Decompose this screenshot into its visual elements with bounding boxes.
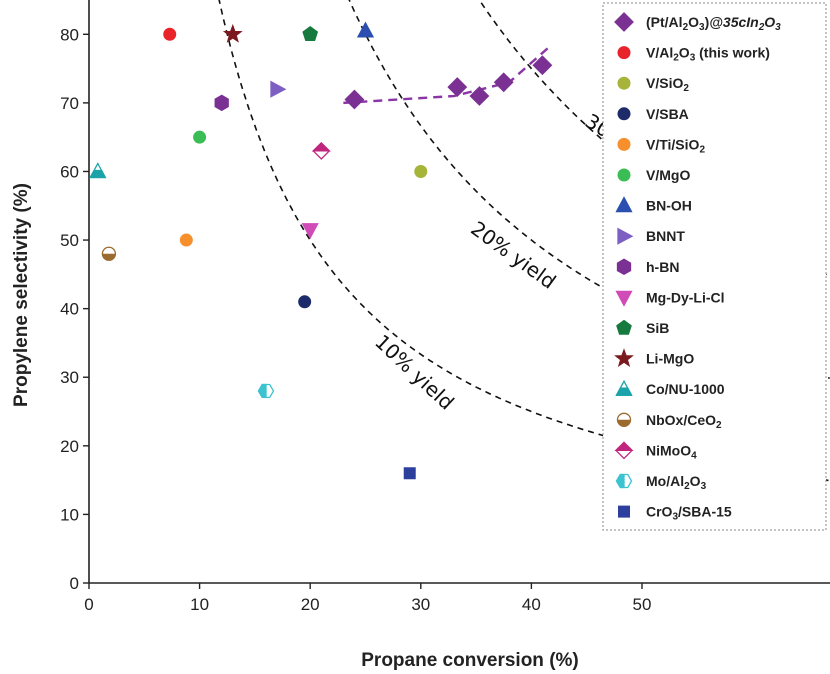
point-h-bn-0 [214,94,229,112]
legend-marker-mo-al2o3 [615,473,633,489]
legend-label-pt-al2o3-35cin2o3: (Pt/Al2O3)@35cIn2O3 [646,14,781,33]
legend-label-bnnt: BNNT [646,228,685,244]
legend-label-nbox-ceo2: NbOx/CeO2 [646,412,722,431]
y-tick-label: 60 [60,162,79,181]
yield-curve-10 [218,0,829,482]
y-tick-label: 20 [60,437,79,456]
legend-marker-cro3-sba-15 [618,505,630,518]
point-pt-al2o3-35cin2o3-1 [447,77,468,98]
legend-marker-h-bn [616,258,632,276]
legend-label-v-sio2: V/SiO2 [646,75,689,94]
axes: 0 10 20 30 40 50 0 10 20 30 40 50 60 70 80 [60,0,830,614]
yield-label-20: 20% yield [466,216,560,293]
legend-marker-nbox-ceo2 [616,412,632,427]
point-sib-0 [302,25,319,42]
point-pt-al2o3-35cin2o3-0 [344,89,365,110]
point-v-sba-0 [298,295,312,309]
legend-marker-v-sio2 [617,76,631,90]
x-tick-label: 20 [301,595,320,614]
point-co-nu-1000-0 [89,162,107,179]
y-tick-label: 70 [60,94,79,113]
legend-box [602,2,827,531]
point-mg-dy-li-cl-0 [301,223,319,240]
legend-label-h-bn: h-BN [646,259,679,275]
legend-marker-pt-al2o3-35cin2o3 [614,12,634,32]
data-points [89,21,553,480]
legend-label-mo-al2o3: Mo/Al2O3 [646,473,707,492]
y-tick-label: 50 [60,231,79,250]
legend-label-li-mgo: Li-MgO [646,351,694,367]
trend-line [343,47,549,105]
legend-label-v-sba: V/SBA [646,106,689,122]
x-tick-label: 10 [190,595,209,614]
point-pt-al2o3-35cin2o3-2 [469,86,490,106]
legend-marker-sib [616,319,632,335]
legend-marker-li-mgo [614,348,634,368]
y-tick-label: 10 [60,505,79,524]
x-tick-label: 0 [84,595,93,614]
point-nbox-ceo2-0 [101,246,117,261]
point-bn-oh-0 [356,21,375,38]
point-mo-al2o3-0 [257,383,275,399]
legend-marker-co-nu-1000 [615,379,633,396]
legend-marker-v-sba [617,107,631,121]
point-v-mgo-0 [193,130,207,144]
y-tick-label: 0 [70,574,79,593]
point-v-sio2-0 [414,164,428,178]
legend-marker-v-al2o3-this-work [617,46,631,60]
y-tick-label: 80 [60,25,79,44]
legend-marker-bnnt [617,227,634,245]
legend-label-v-ti-sio2: V/Ti/SiO2 [646,136,705,155]
legend-label-v-al2o3-this-work: V/Al2O3 (this work) [646,45,770,64]
legend-marker-v-ti-sio2 [617,137,631,151]
point-li-mgo-0 [222,23,243,43]
point-pt-al2o3-35cin2o3-3 [493,72,514,93]
legend-label-co-nu-1000: Co/NU-1000 [646,381,725,397]
trend-line-path [343,47,549,105]
point-v-ti-sio2-0 [179,233,193,247]
legend-label-nimoo4: NiMoO4 [646,442,697,461]
legend-marker-nimoo4 [614,441,634,460]
point-bnnt-0 [270,80,287,98]
point-nimoo4-0 [311,141,331,160]
x-axis-label: Propane conversion (%) [361,650,579,671]
legend-label-mg-dy-li-cl: Mg-Dy-Li-Cl [646,289,725,305]
legend: (Pt/Al2O3)@35cIn2O3 V/Al2O3 (this work) V/… [602,2,827,531]
y-tick-label: 30 [60,368,79,387]
legend-label-cro3-sba-15: CrO3/SBA-15 [646,504,732,523]
x-tick-label: 50 [633,595,652,614]
legend-label-bn-oh: BN-OH [646,198,692,214]
point-cro3-sba-15-0 [403,467,416,480]
x-tick-label: 40 [522,595,541,614]
legend-marker-bn-oh [615,196,633,213]
point-pt-al2o3-35cin2o3-4 [532,55,553,76]
legend-marker-mg-dy-li-cl [615,290,633,307]
point-v-al2o3-this-work-0 [163,27,177,41]
x-tick-label: 30 [411,595,430,614]
legend-label-v-mgo: V/MgO [646,167,690,183]
legend-marker-v-mgo [617,168,631,182]
y-axis-label: Propylene selectivity (%) [11,183,32,407]
legend-label-sib: SiB [646,320,669,336]
yield-label-10: 10% yield [370,330,459,415]
y-tick-label: 40 [60,300,79,319]
